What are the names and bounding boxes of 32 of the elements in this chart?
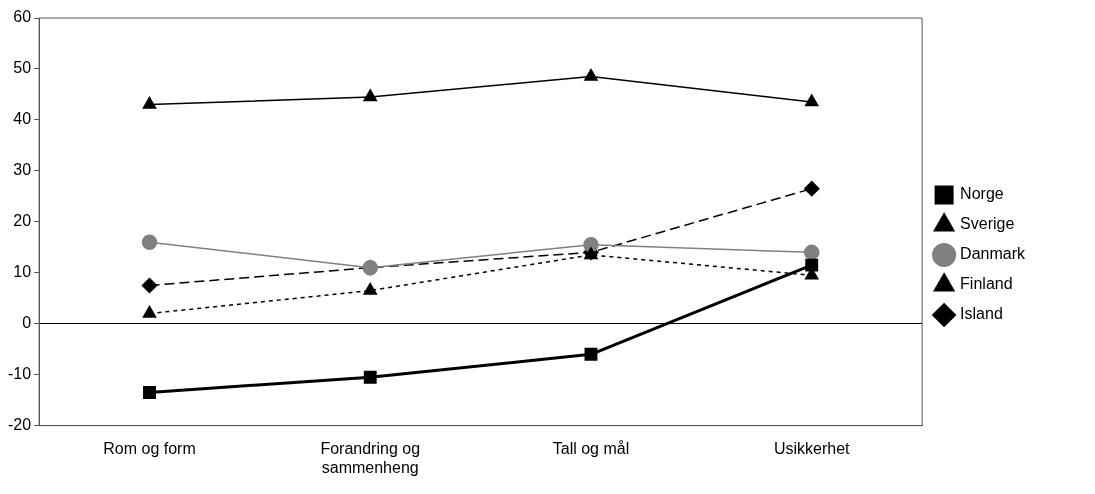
y-tick-label: 0 <box>22 314 32 332</box>
point <box>805 258 819 272</box>
legend-label: Danmark <box>960 245 1026 263</box>
point <box>363 89 378 102</box>
legend-label: Finland <box>960 275 1013 293</box>
point <box>803 180 820 197</box>
point <box>141 277 158 294</box>
point <box>142 305 157 318</box>
point <box>141 234 158 250</box>
x-tick-label: Rom og form <box>103 439 196 457</box>
y-tick-label: 20 <box>13 212 32 230</box>
y-tick-label: 60 <box>13 8 32 26</box>
legend-label: Norge <box>960 185 1004 203</box>
point <box>363 282 378 295</box>
y-tick-label: 40 <box>13 110 32 128</box>
y-tick-label: 10 <box>13 263 32 281</box>
point <box>804 94 819 107</box>
point <box>363 370 377 384</box>
point <box>803 244 820 261</box>
point <box>143 386 156 399</box>
point <box>584 347 598 361</box>
y-tick-label: -10 <box>8 365 32 383</box>
point <box>142 96 157 109</box>
point <box>584 68 598 81</box>
x-tick-label: Usikkerhet <box>773 439 851 457</box>
legend-label: Island <box>960 305 1003 323</box>
x-tick-label: Forandring og sammenheng <box>320 439 421 476</box>
y-tick-label: 50 <box>13 59 32 77</box>
legend-label: Sverige <box>960 215 1015 233</box>
y-tick-label: 30 <box>13 161 32 179</box>
y-tick-label: -20 <box>8 416 32 434</box>
x-tick-label: Tall og mål <box>552 439 630 457</box>
